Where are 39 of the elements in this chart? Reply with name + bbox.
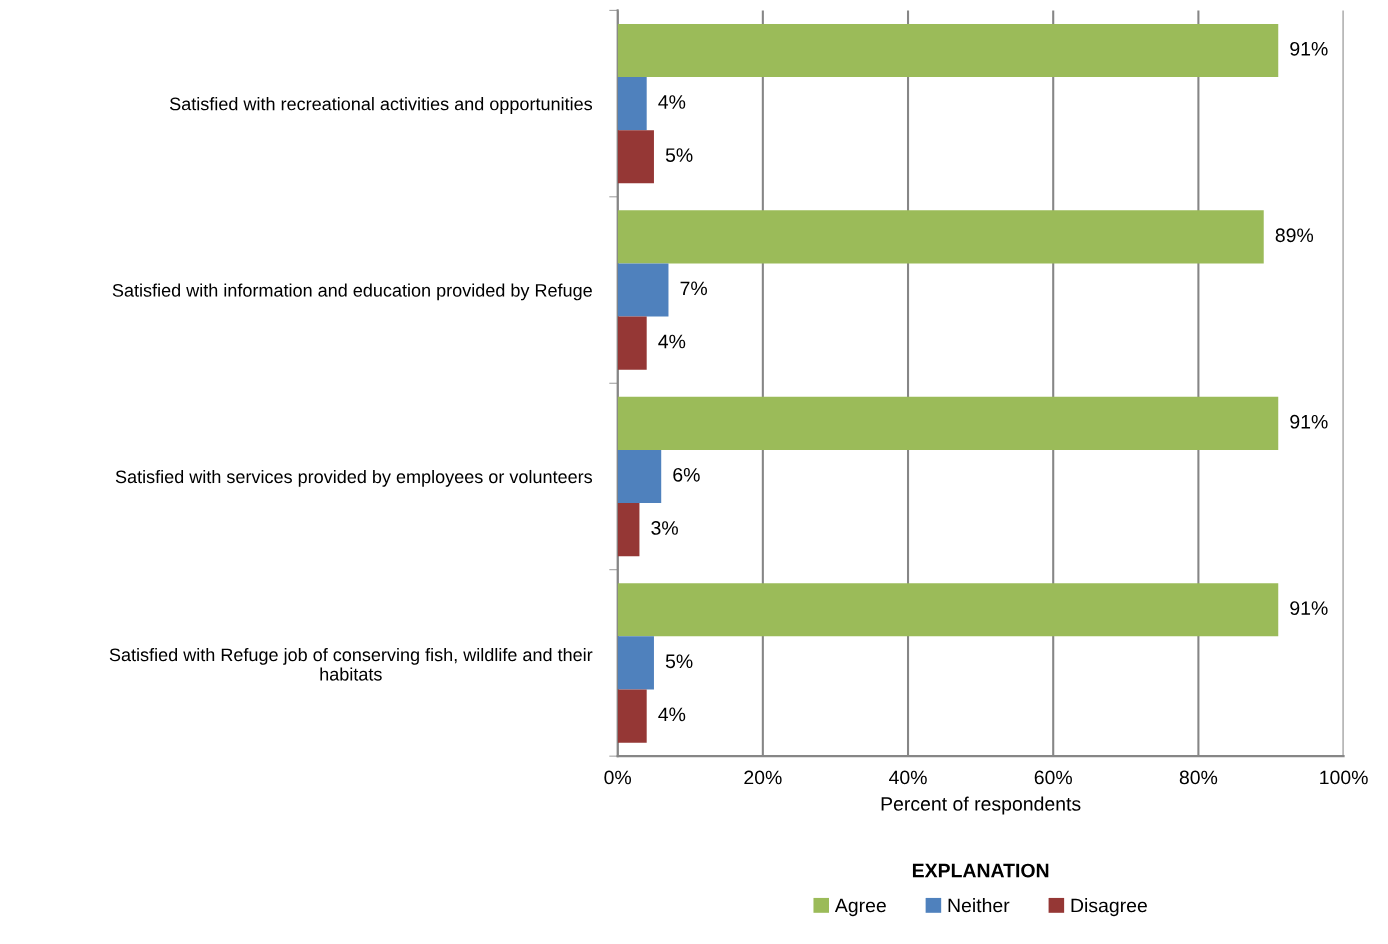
- bar: [617, 130, 654, 184]
- x-tick-label: 60%: [1034, 770, 1072, 785]
- legend-label: Disagree: [1071, 898, 1147, 917]
- bar: [617, 263, 669, 317]
- data-label: 91%: [1290, 41, 1328, 56]
- y-tick-label: Satisfied with information and education provided by Refuge: [112, 283, 592, 301]
- bar: [617, 503, 640, 557]
- bar: [617, 449, 662, 504]
- bar: [617, 316, 647, 370]
- x-tick-label: 20%: [744, 770, 782, 785]
- data-label: 7%: [680, 281, 707, 296]
- bar: [617, 77, 647, 131]
- x-tick-label: 0%: [604, 770, 632, 785]
- data-label: 91%: [1290, 601, 1328, 616]
- bar: [617, 689, 647, 743]
- x-tick-label: 80%: [1179, 770, 1218, 785]
- bar: [617, 583, 1279, 637]
- data-label: 3%: [651, 521, 678, 535]
- bar: [617, 23, 1279, 78]
- y-tick-label: Satisfied with services provided by employees or volunteers: [115, 469, 593, 487]
- data-label: 89%: [1275, 228, 1314, 243]
- data-label: 5%: [665, 654, 693, 669]
- x-tick-label: 40%: [889, 770, 927, 785]
- data-label: 4%: [658, 707, 686, 722]
- data-label: 4%: [658, 95, 686, 109]
- data-label: 5%: [665, 148, 693, 162]
- y-tick-label: Satisfied with Refuge job of conserving fish, wildlife and their habitats: [109, 647, 593, 681]
- y-tick-label: Satisfied with recreational activities and opportunities: [169, 97, 593, 114]
- data-label: 91%: [1290, 414, 1328, 429]
- data-label: 4%: [658, 334, 686, 349]
- x-axis-title: Percent of respondents: [881, 796, 1081, 815]
- bar: [617, 636, 654, 690]
- x-tick-label: 100%: [1320, 770, 1368, 785]
- data-label: 6%: [673, 467, 700, 482]
- legend-title: EXPLANATION: [912, 863, 1049, 878]
- bar: [617, 396, 1279, 450]
- legend-label: Neither: [948, 898, 1010, 913]
- legend-label: Agree: [834, 898, 886, 917]
- bar: [617, 210, 1264, 264]
